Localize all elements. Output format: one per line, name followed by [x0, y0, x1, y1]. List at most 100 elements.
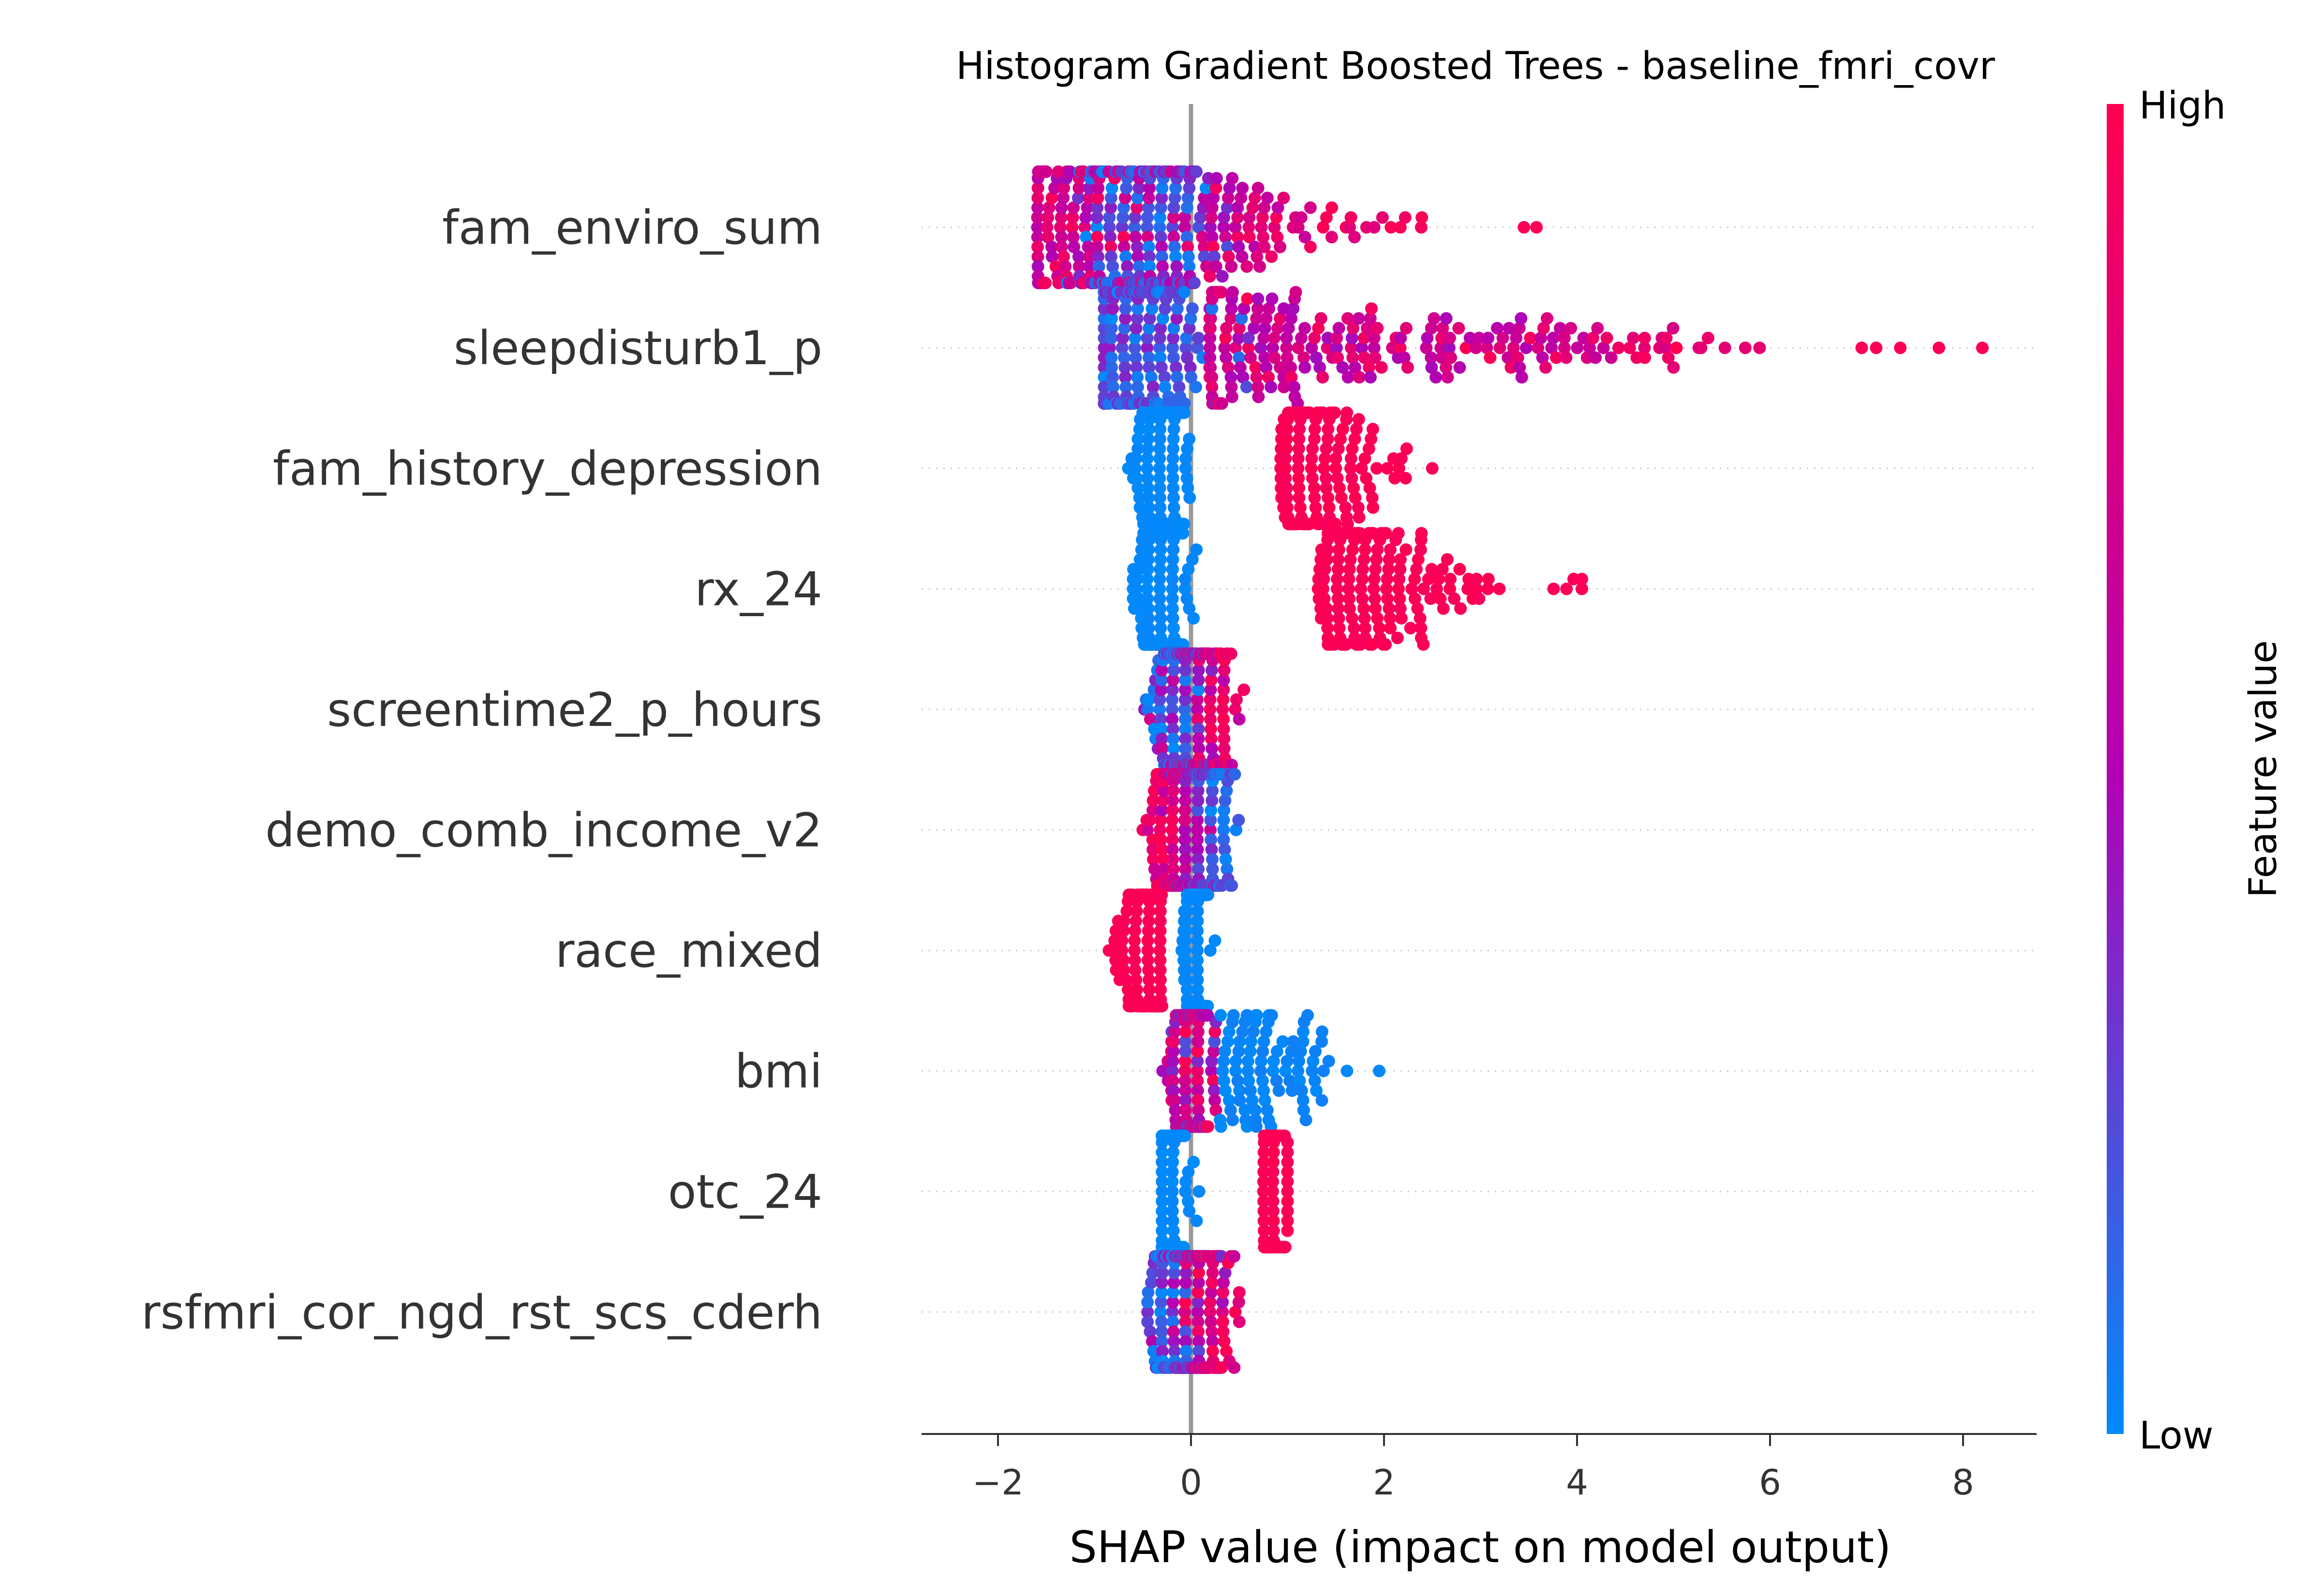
shap-point: [1424, 592, 1437, 605]
shap-point: [1246, 201, 1259, 214]
shap-point: [1154, 501, 1167, 514]
shap-point: [1242, 1074, 1255, 1087]
shap-point: [1232, 813, 1245, 827]
shap-point: [1301, 1009, 1314, 1022]
shap-point: [1340, 638, 1353, 651]
shap-point: [1156, 1345, 1169, 1358]
shap-point: [1408, 573, 1421, 586]
shap-point: [1266, 1064, 1280, 1078]
shap-point: [1183, 260, 1196, 273]
shap-point: [1503, 322, 1516, 335]
shap-point: [1238, 1104, 1251, 1117]
shap-point: [1265, 381, 1278, 394]
shap-point: [1166, 1175, 1179, 1188]
shap-point: [1225, 381, 1238, 394]
shap-point: [1166, 833, 1179, 846]
shap-point: [1072, 260, 1086, 273]
shap-point: [1293, 432, 1306, 445]
shap-point: [1143, 250, 1156, 263]
shap-point: [1204, 341, 1216, 355]
shap-point: [1459, 341, 1473, 355]
shap-point: [1166, 693, 1179, 706]
shap-point: [1091, 231, 1104, 244]
shap-point: [1277, 302, 1290, 315]
shap-point: [1375, 361, 1388, 374]
shap-point: [1270, 211, 1283, 224]
shap-point: [1218, 1074, 1231, 1087]
shap-point: [1179, 713, 1191, 726]
shap-point: [1153, 582, 1166, 595]
shap-point: [1039, 277, 1052, 289]
shap-point: [1384, 612, 1397, 625]
shap-point: [1192, 331, 1205, 344]
shap-point: [1064, 277, 1077, 289]
shap-point: [1279, 1241, 1292, 1254]
colorbar: [2107, 104, 2124, 1434]
shap-point: [1171, 371, 1184, 384]
shap-point: [1358, 351, 1371, 364]
shap-point: [1166, 723, 1179, 736]
shap-point: [1179, 1084, 1192, 1097]
shap-point: [1537, 322, 1550, 335]
shap-point: [1178, 1305, 1191, 1318]
shap-point: [1166, 472, 1179, 485]
shap-point: [1281, 1224, 1294, 1237]
shap-point: [1420, 341, 1433, 355]
shap-point: [1217, 1276, 1230, 1289]
shap-point: [1131, 312, 1144, 325]
shap-point: [1220, 351, 1233, 364]
shap-point: [1091, 192, 1104, 205]
shap-point: [1532, 341, 1545, 355]
shap-point: [1473, 592, 1486, 605]
shap-point: [1254, 341, 1267, 355]
shap-point: [1219, 1045, 1231, 1058]
shap-point: [1347, 322, 1360, 335]
shap-point: [1166, 683, 1179, 696]
shap-point: [1129, 331, 1142, 344]
shap-point: [1436, 563, 1449, 576]
shap-point: [1154, 713, 1167, 726]
shap-point: [1191, 934, 1204, 947]
shap-point: [1414, 543, 1427, 556]
shap-point: [1116, 211, 1130, 224]
shap-point: [1348, 231, 1361, 244]
shap-point: [1190, 1214, 1203, 1227]
shap-point: [1191, 1045, 1204, 1058]
shap-point: [1153, 472, 1166, 485]
shap-point: [1545, 341, 1558, 355]
shap-point: [1231, 201, 1244, 214]
shap-point: [1470, 573, 1483, 586]
shap-point: [1452, 322, 1465, 335]
shap-point: [1180, 351, 1193, 364]
shap-point: [1358, 331, 1370, 344]
shap-point: [1131, 302, 1144, 315]
shap-point: [1166, 1055, 1179, 1068]
shap-point: [1292, 472, 1305, 485]
shap-point: [1299, 1113, 1312, 1126]
shap-point: [1304, 201, 1317, 214]
shap-point: [1343, 563, 1356, 576]
shap-point: [1330, 582, 1343, 595]
shap-point: [1246, 1094, 1259, 1107]
shap-point: [1318, 592, 1331, 605]
shap-point: [1154, 1305, 1167, 1318]
shap-point: [1258, 240, 1271, 253]
shap-point: [1363, 361, 1375, 374]
shap-point: [1045, 192, 1058, 205]
shap-point: [1230, 824, 1243, 836]
shap-point: [1221, 361, 1235, 374]
shap-point: [1191, 1025, 1205, 1038]
shap-point: [1118, 192, 1131, 205]
shap-point: [1131, 432, 1145, 445]
shap-point: [1031, 211, 1044, 224]
shap-point: [1217, 1286, 1230, 1299]
shap-point: [1236, 181, 1249, 194]
shap-point: [1222, 1094, 1235, 1107]
shap-point: [1349, 361, 1361, 374]
shap-point: [1395, 612, 1408, 625]
shap-point: [1031, 240, 1044, 253]
shap-point: [1221, 192, 1235, 205]
shap-point: [1180, 974, 1193, 986]
shap-point: [1357, 602, 1370, 615]
shap-point: [1167, 491, 1180, 504]
